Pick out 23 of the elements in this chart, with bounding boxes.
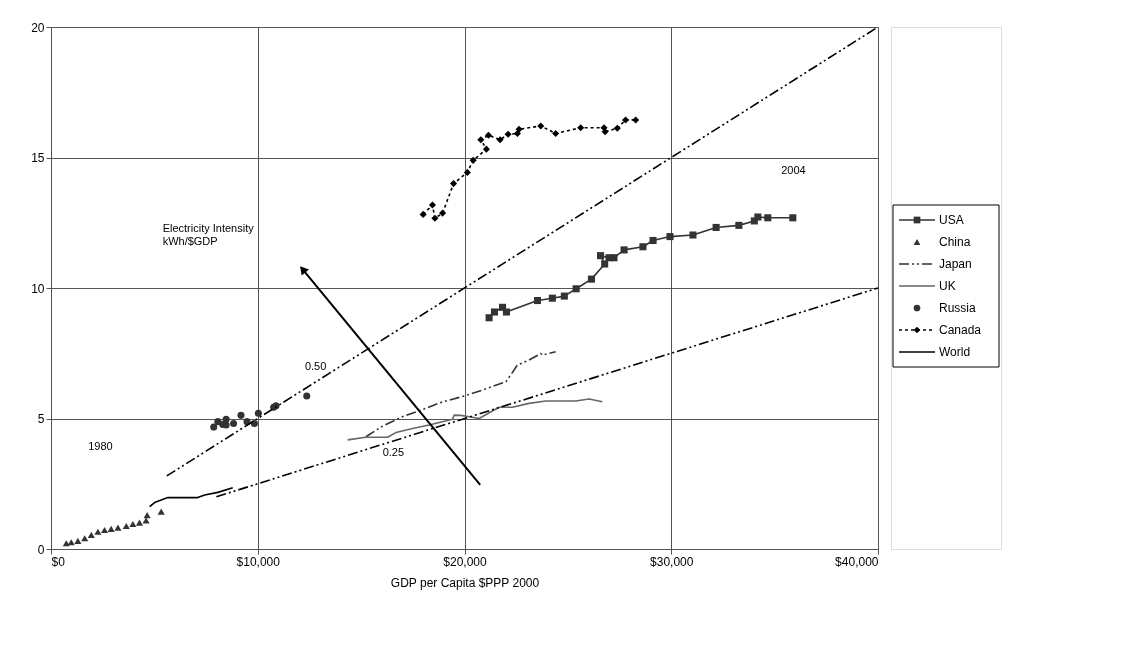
annotation: 2004 [781,163,806,176]
legend-label: China [939,235,971,249]
legend-label: Canada [939,323,982,337]
annotation: 0.50 [304,359,327,372]
y-tick-label: 10 [31,281,45,296]
y-tick-label: 20 [31,20,45,35]
y-tick-label: 15 [31,151,45,165]
x-tick-label: $40,000 [835,554,879,569]
x-axis-title: GDP per Capita $PPP 2000 [390,575,540,590]
legend-label: Japan [939,257,972,271]
x-tick-label: $10,000 [236,554,281,569]
x-tick-label: $0 [51,554,66,569]
annotation: 0.25 [382,445,405,458]
x-tick-label: $30,000 [650,554,694,569]
y-tick-label: 5 [37,412,45,426]
legend-label: UK [939,279,956,293]
legend-label: USA [939,213,964,227]
legend-label: World [939,345,971,359]
y-tick-label: 0 [37,542,45,557]
legend-label: Russia [939,301,977,315]
annotation: Electricity Intensity kWh/$GDP [162,222,255,248]
x-tick-label: $20,000 [443,554,488,569]
annotation: 1980 [88,440,113,453]
